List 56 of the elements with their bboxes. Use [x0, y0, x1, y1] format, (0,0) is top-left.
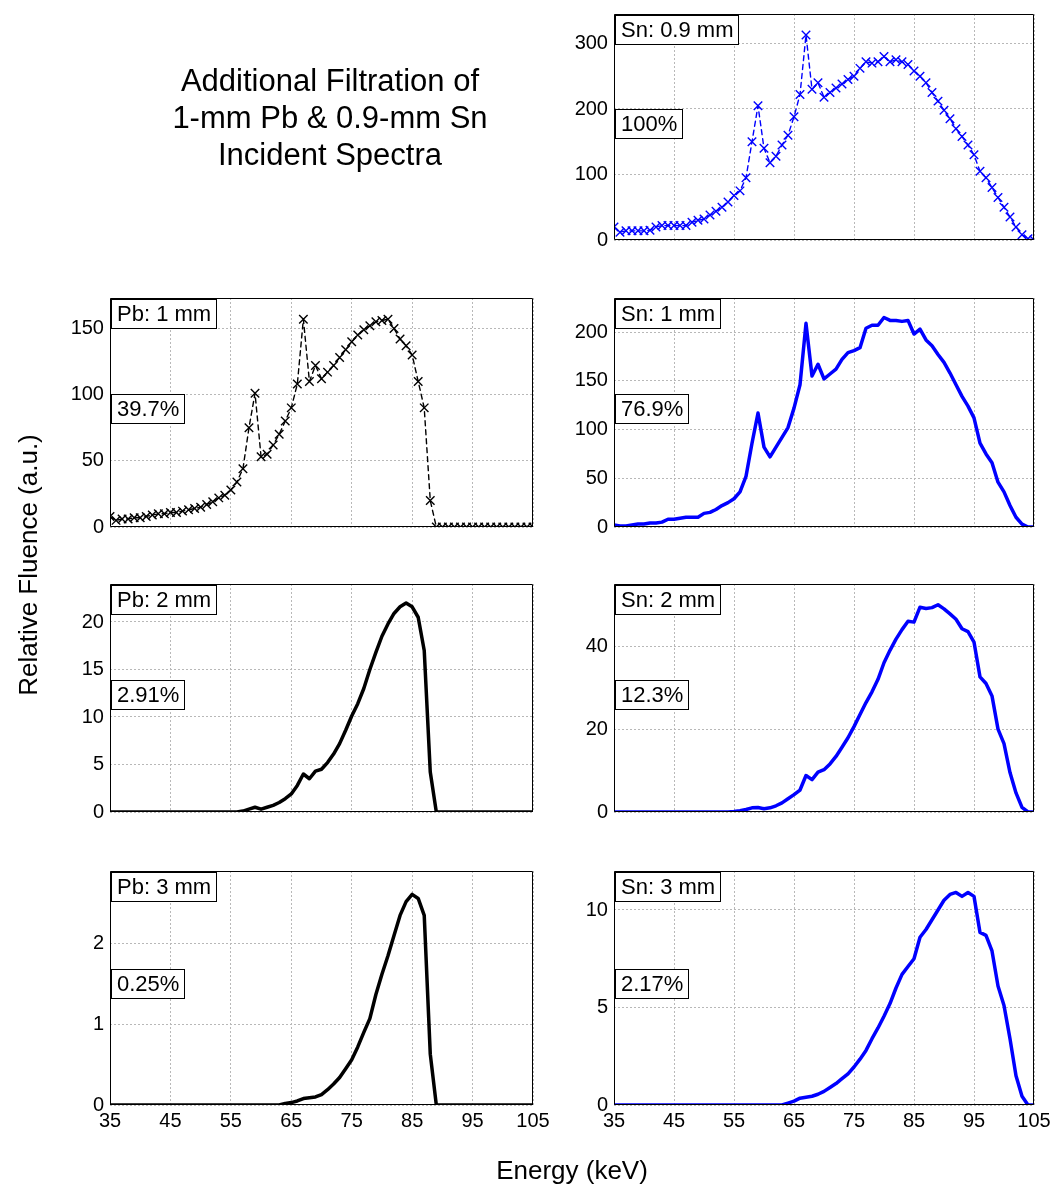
chart-title: Sn: 0.9 mm — [615, 15, 740, 45]
chart-title: Sn: 1 mm — [615, 299, 722, 329]
x-tick-label: 45 — [159, 1108, 182, 1131]
y-tick-label: 200 — [574, 96, 608, 119]
chart-title: Sn: 3 mm — [615, 872, 722, 902]
text: Additional Filtration of 1-mm Pb & 0.9-mm Sn Incident Spectra — [172, 63, 488, 172]
x-tick-label: 55 — [722, 1108, 746, 1131]
chart-title: Pb: 2 mm — [111, 585, 218, 615]
chart-title: Sn: 2 mm — [615, 585, 722, 615]
x-axis-title: Energy (keV) — [496, 1154, 648, 1186]
y-tick-label: 10 — [585, 897, 608, 920]
y-tick-label: 20 — [585, 716, 608, 739]
x-tick-label: 75 — [842, 1108, 866, 1131]
x-tick-label: 105 — [516, 1108, 550, 1131]
y-tick-label: 20 — [81, 609, 104, 632]
x-tick-label: 65 — [280, 1108, 303, 1131]
y-tick-label: 5 — [92, 752, 104, 775]
annotation: 12.3% — [615, 679, 690, 710]
x-tick-label: 85 — [902, 1108, 926, 1131]
y-tick-label: 0 — [92, 514, 104, 537]
x-tick-label: 55 — [219, 1108, 242, 1131]
y-tick-label: 0 — [596, 227, 608, 250]
chart-title: Pb: 1 mm — [111, 299, 218, 329]
x-tick-label: 45 — [662, 1108, 686, 1131]
annotation: 39.7% — [111, 394, 186, 425]
x-tick-label: 95 — [962, 1108, 986, 1131]
x-tick-label: 105 — [1017, 1108, 1051, 1131]
y-tick-label: 40 — [585, 633, 608, 656]
x-tick-label: 75 — [340, 1108, 363, 1131]
y-tick-label: 0 — [596, 799, 608, 822]
x-tick-label: 65 — [782, 1108, 806, 1131]
y-tick-label: 15 — [81, 657, 104, 680]
annotation: 0.25% — [111, 969, 186, 1000]
y-tick-label: 300 — [574, 30, 608, 53]
y-tick-label: 1 — [92, 1011, 104, 1034]
y-tick-label: 0 — [92, 799, 104, 822]
x-tick-label: 85 — [401, 1108, 424, 1131]
y-tick-label: 50 — [585, 465, 608, 488]
y-axis-title: Relative Fluence (a.u.) — [12, 434, 44, 696]
chart-title: Pb: 3 mm — [111, 872, 218, 902]
y-tick-label: 100 — [70, 382, 104, 405]
y-tick-label: 100 — [574, 417, 608, 440]
y-tick-label: 5 — [596, 995, 608, 1018]
y-tick-label: 10 — [81, 704, 104, 727]
y-tick-label: 100 — [574, 162, 608, 185]
y-tick-label: 50 — [81, 448, 104, 471]
annotation: 2.91% — [111, 679, 186, 710]
annotation: 76.9% — [615, 394, 690, 425]
y-tick-label: 200 — [574, 319, 608, 342]
x-tick-label: 95 — [461, 1108, 484, 1131]
y-tick-label: 2 — [92, 931, 104, 954]
annotation: 2.17% — [615, 969, 690, 1000]
y-tick-label: 150 — [70, 315, 104, 338]
y-tick-label: 150 — [574, 368, 608, 391]
y-tick-label: 0 — [596, 514, 608, 537]
annotation: 100% — [615, 108, 684, 139]
